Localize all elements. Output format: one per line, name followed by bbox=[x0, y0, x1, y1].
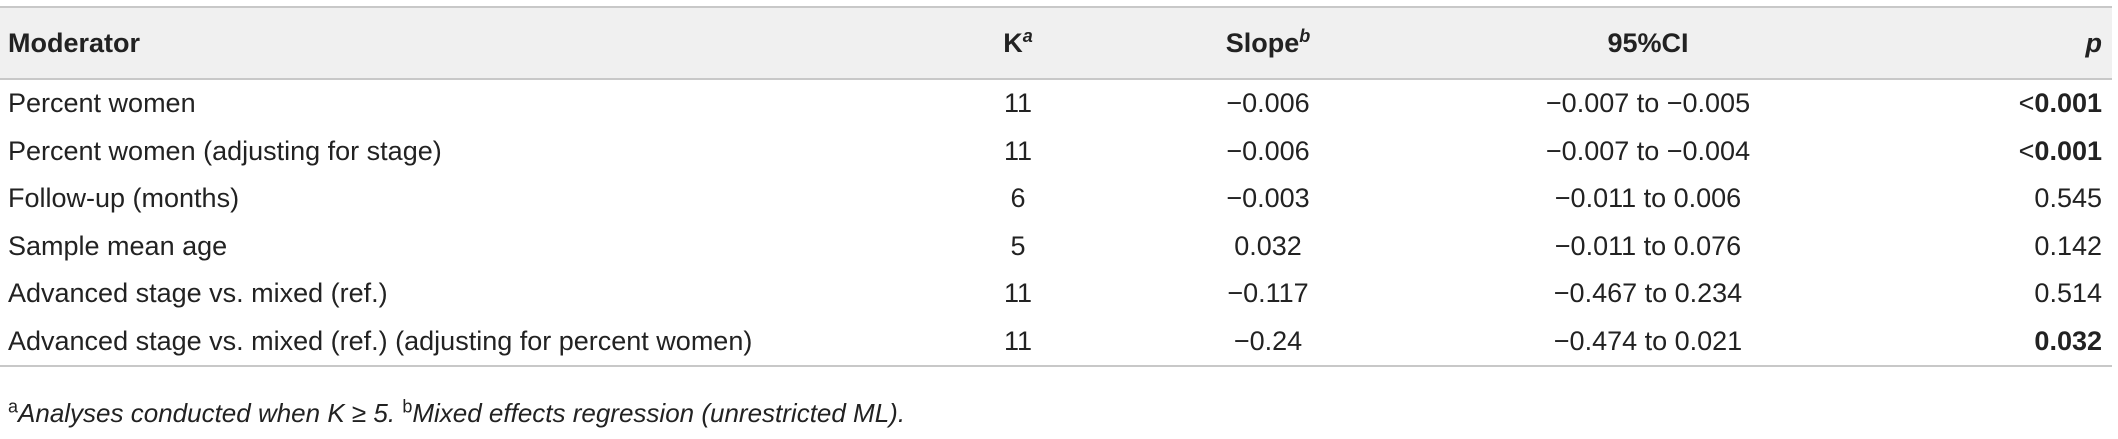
header-moderator: Moderator bbox=[0, 6, 908, 80]
cell-p: 0.545 bbox=[1888, 175, 2112, 223]
cell-slope: −0.006 bbox=[1226, 88, 1310, 119]
header-row: Moderator Ka Slopeb 95%CI p bbox=[0, 6, 2112, 80]
header-k-footnote-mark: a bbox=[1022, 25, 1033, 46]
table-footnote: aAnalyses conducted when K ≥ 5. bMixed e… bbox=[8, 396, 906, 429]
cell-slope: −0.117 bbox=[1227, 278, 1309, 309]
header-slope-footnote-mark: b bbox=[1299, 25, 1311, 46]
cell-p: 0.514 bbox=[1888, 270, 2112, 318]
cell-k: 6 bbox=[1010, 183, 1026, 214]
cell-p: 0.032 bbox=[1888, 317, 2112, 367]
header-slope: Slopeb bbox=[1128, 6, 1408, 80]
cell-k: 11 bbox=[1003, 278, 1033, 309]
footnote-b-mark: b bbox=[402, 396, 413, 417]
p-prefix: < bbox=[2018, 135, 2035, 166]
table-row: Percent women 11 −0.006 −0.007 to −0.005… bbox=[0, 79, 2112, 128]
table-row: Percent women (adjusting for stage) 11 −… bbox=[0, 128, 2112, 176]
cell-moderator: Advanced stage vs. mixed (ref.) (adjusti… bbox=[0, 317, 908, 367]
cell-slope: −0.24 bbox=[1128, 317, 1408, 367]
cell-moderator: Percent women bbox=[8, 88, 196, 119]
header-p: p bbox=[1888, 6, 2112, 80]
header-k-label: K bbox=[1003, 27, 1023, 58]
cell-slope: −0.003 bbox=[1226, 183, 1310, 214]
cell-moderator: Follow-up (months) bbox=[8, 183, 240, 214]
cell-p: <0.001 bbox=[1888, 79, 2112, 128]
cell-slope: −0.006 bbox=[1226, 135, 1310, 166]
table-row: Advanced stage vs. mixed (ref.) 11 −0.11… bbox=[0, 270, 2112, 318]
cell-ci: −0.007 to −0.004 bbox=[1545, 135, 1751, 166]
results-table-wrapper: Moderator Ka Slopeb 95%CI p Percent wome… bbox=[0, 6, 2112, 367]
cell-slope: 0.032 bbox=[1234, 230, 1302, 261]
p-value: 0.514 bbox=[2034, 278, 2102, 309]
cell-ci: −0.467 to 0.234 bbox=[1553, 278, 1743, 309]
cell-ci: −0.011 to 0.006 bbox=[1554, 183, 1742, 214]
cell-moderator: Percent women (adjusting for stage) bbox=[8, 135, 442, 166]
header-moderator-label: Moderator bbox=[8, 27, 141, 58]
header-p-label: p bbox=[2085, 27, 2103, 58]
table-row: Sample mean age 5 0.032 −0.011 to 0.076 … bbox=[0, 223, 2112, 271]
p-value: 0.142 bbox=[2034, 230, 2102, 261]
p-prefix: < bbox=[2018, 88, 2035, 119]
cell-k: 11 bbox=[1003, 135, 1033, 166]
header-ci: 95%CI bbox=[1408, 6, 1888, 80]
footnote-a-text: Analyses conducted when K ≥ 5. bbox=[18, 398, 396, 428]
table-row: Advanced stage vs. mixed (ref.) (adjusti… bbox=[0, 317, 2112, 367]
table-row: Follow-up (months) 6 −0.003 −0.011 to 0.… bbox=[0, 175, 2112, 223]
cell-k: 11 bbox=[908, 317, 1128, 367]
cell-p: 0.142 bbox=[1888, 223, 2112, 271]
cell-k: 11 bbox=[1003, 88, 1033, 119]
cell-moderator: Advanced stage vs. mixed (ref.) bbox=[8, 278, 388, 309]
cell-moderator: Sample mean age bbox=[8, 230, 228, 261]
cell-ci: −0.474 to 0.021 bbox=[1408, 317, 1888, 367]
p-value: 0.032 bbox=[2034, 325, 2102, 356]
header-slope-label: Slope bbox=[1225, 27, 1300, 58]
table-header: Moderator Ka Slopeb 95%CI p bbox=[0, 6, 2112, 80]
table-body: Percent women 11 −0.006 −0.007 to −0.005… bbox=[0, 79, 2112, 367]
header-k: Ka bbox=[908, 6, 1128, 80]
moderator-analysis-table: Moderator Ka Slopeb 95%CI p Percent wome… bbox=[0, 6, 2112, 367]
footnote-a-mark: a bbox=[8, 396, 19, 417]
footnote-b-text: Mixed effects regression (unrestricted M… bbox=[412, 398, 906, 428]
cell-p: <0.001 bbox=[1888, 128, 2112, 176]
cell-k: 5 bbox=[1010, 230, 1026, 261]
p-value: 0.001 bbox=[2034, 88, 2102, 119]
cell-ci: −0.011 to 0.076 bbox=[1554, 230, 1742, 261]
cell-ci: −0.007 to −0.005 bbox=[1545, 88, 1751, 119]
p-value: 0.001 bbox=[2034, 135, 2102, 166]
p-value: 0.545 bbox=[2034, 183, 2102, 214]
header-ci-label: 95%CI bbox=[1607, 27, 1689, 58]
